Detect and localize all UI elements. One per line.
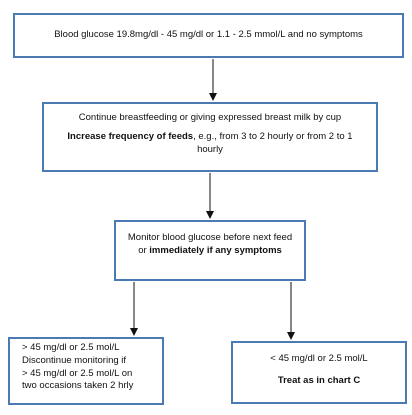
below-threshold-box: < 45 mg/dl or 2.5 mol/L Treat as in char… (231, 341, 407, 404)
monitor-glucose-text: Monitor blood glucose before next feed o… (127, 232, 293, 256)
start-condition-box: Blood glucose 19.8mg/dl - 45 mg/dl or 1.… (13, 13, 404, 58)
monitor-glucose-line: Monitor blood glucose before next feed o… (124, 232, 296, 258)
feeding-frequency-detail: , e.g., from 3 to 2 hourly or from 2 to … (193, 130, 353, 155)
below-threshold-text: < 45 mg/dl or 2.5 mol/L (270, 353, 368, 364)
feeding-action-box: Continue breastfeeding or giving express… (42, 102, 378, 172)
above-threshold-box: > 45 mg/dl or 2.5 mol/L Discontinue moni… (8, 337, 164, 405)
feeding-frequency-line: Increase frequency of feeds, e.g., from … (44, 131, 376, 157)
start-condition-text: Blood glucose 19.8mg/dl - 45 mg/dl or 1.… (54, 29, 363, 41)
monitor-glucose-box: Monitor blood glucose before next feed o… (114, 220, 306, 281)
below-threshold-action: Treat as in chart C (277, 374, 361, 386)
above-threshold-line-3: > 45 mg/dl or 2.5 mol/L on (22, 367, 133, 379)
monitor-glucose-emphasis: immediately if any symptoms (149, 244, 282, 256)
feeding-action-text: Continue breastfeeding or giving express… (78, 112, 342, 123)
above-threshold-line-1: > 45 mg/dl or 2.5 mol/L (22, 342, 120, 353)
feeding-frequency-emphasis: Increase frequency of feeds (67, 130, 194, 142)
above-threshold-line-2: Discontinue monitoring if (22, 354, 127, 366)
above-threshold-line-4: two occasions taken 2 hrly (22, 380, 134, 392)
